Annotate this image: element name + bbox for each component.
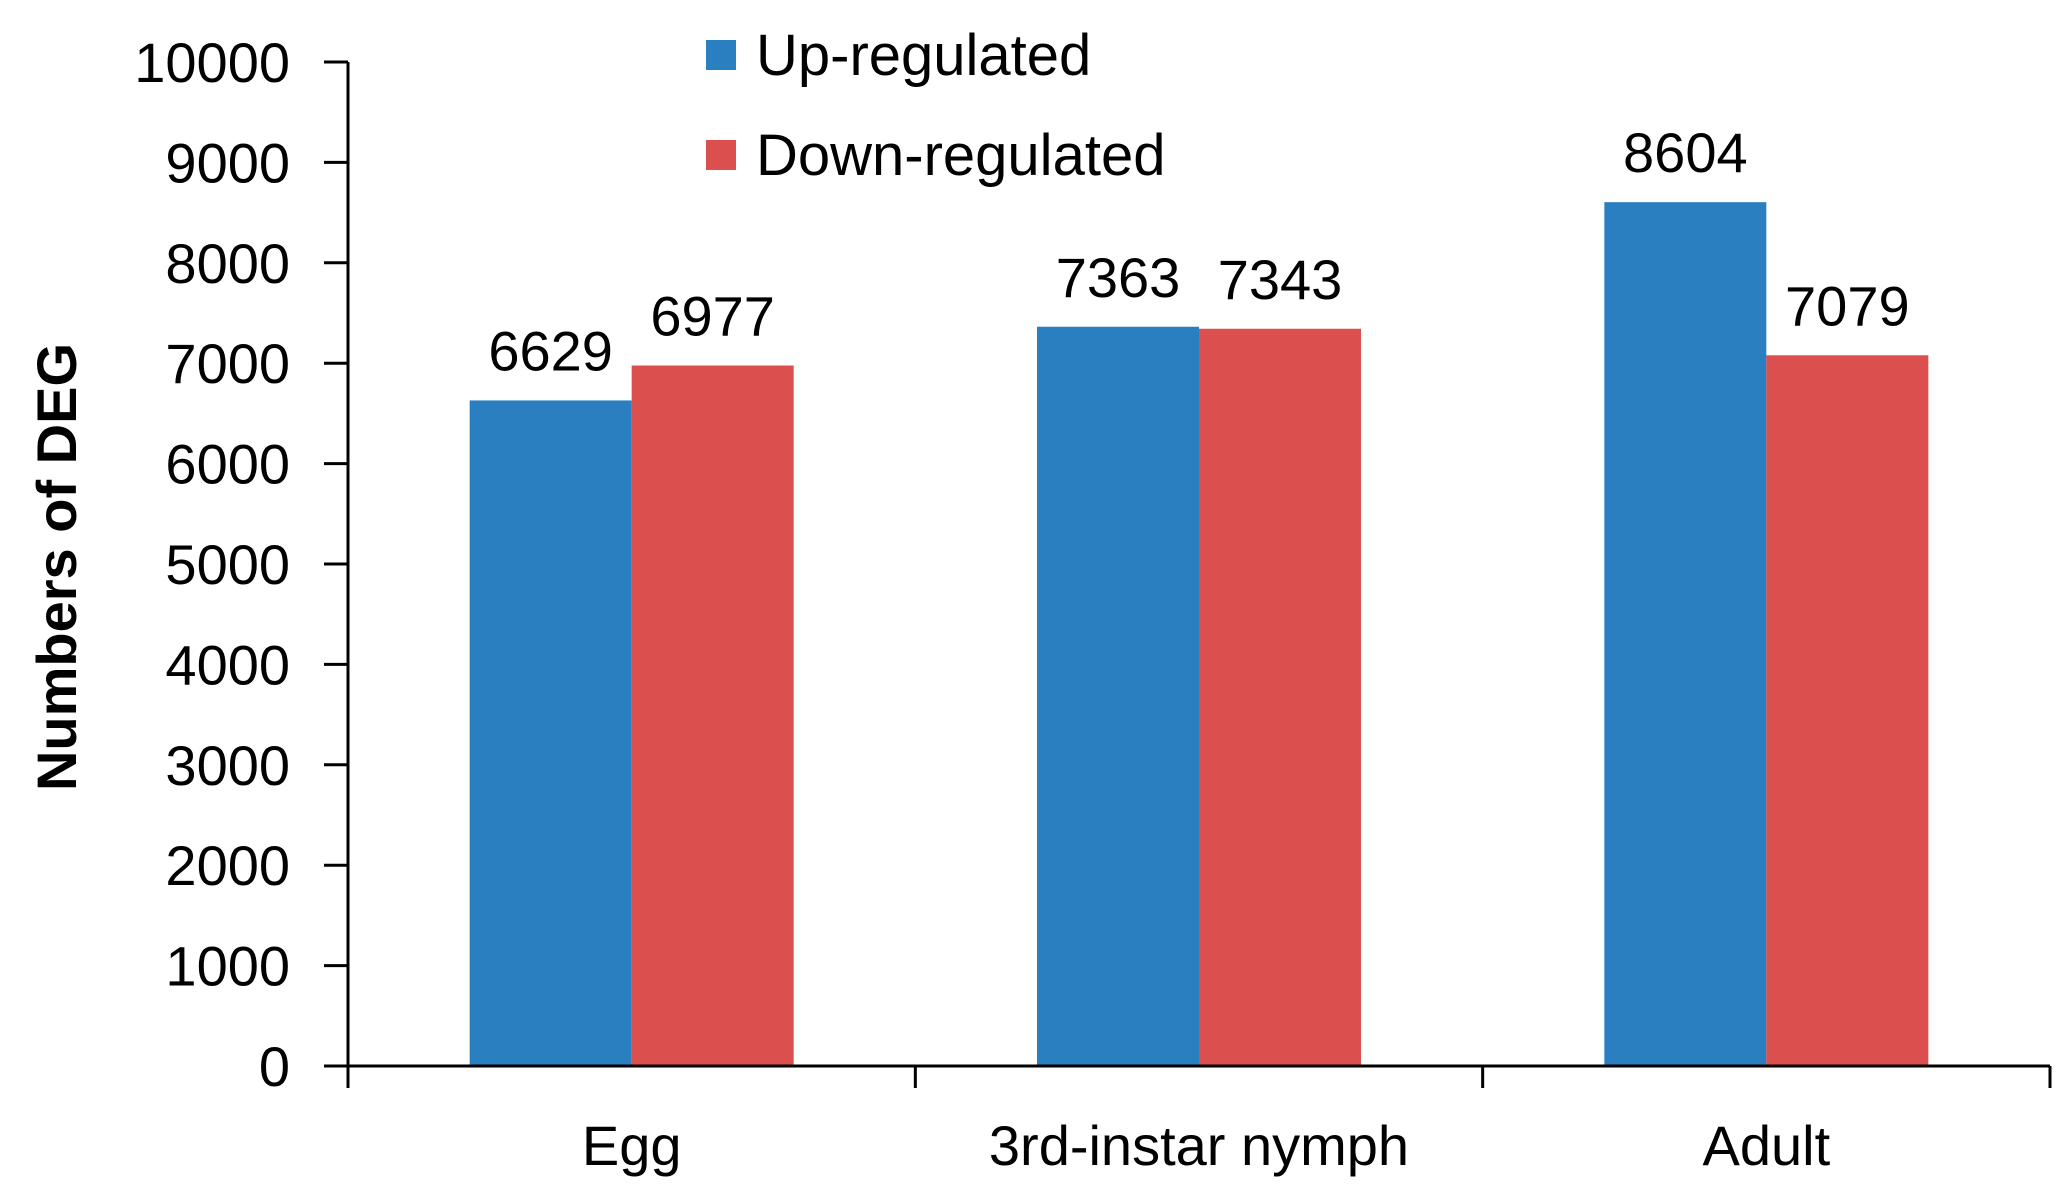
y-tick-label: 3000 — [165, 734, 290, 797]
y-tick-label: 7000 — [165, 332, 290, 395]
x-category-label: 3rd-instar nymph — [989, 1114, 1409, 1177]
y-axis-ticks: 0 1000 2000 3000 4000 5000 6000 7000 8000 9000 100… — [134, 31, 348, 1098]
data-label: 6629 — [488, 319, 613, 382]
x-category-label: Egg — [582, 1114, 682, 1177]
y-tick-label: 8000 — [165, 232, 290, 295]
y-tick-label: 2000 — [165, 834, 290, 897]
y-tick-label: 1000 — [165, 935, 290, 998]
data-labels: 6629 6977 7363 7343 8604 7079 — [488, 121, 1909, 382]
bar-up-regulated — [1604, 202, 1767, 1067]
bar-down-regulated — [1199, 328, 1361, 1066]
data-label: 7079 — [1785, 274, 1910, 337]
legend-label: Up-regulated — [756, 23, 1091, 88]
x-category-label: Adult — [1703, 1114, 1831, 1177]
bar-up-regulated — [1037, 326, 1199, 1067]
y-tick-label: 4000 — [165, 633, 290, 696]
legend: Up-regulated Down-regulated — [706, 23, 1165, 188]
y-tick-label: 5000 — [165, 533, 290, 596]
legend-swatch — [706, 140, 736, 170]
y-tick-label: 0 — [259, 1035, 290, 1098]
legend-label: Down-regulated — [756, 123, 1165, 188]
legend-swatch — [706, 40, 736, 70]
y-tick-label: 9000 — [165, 131, 290, 194]
data-label: 7343 — [1218, 248, 1343, 311]
bars — [469, 202, 1929, 1067]
data-label: 7363 — [1056, 246, 1181, 309]
bar-up-regulated — [469, 400, 632, 1067]
data-label: 8604 — [1623, 121, 1748, 184]
x-axis: Egg 3rd-instar nymph Adult — [346, 1064, 2052, 1177]
y-tick-label: 6000 — [165, 433, 290, 496]
y-tick-label: 10000 — [134, 31, 290, 94]
data-label: 6977 — [650, 285, 775, 348]
bar-down-regulated — [631, 365, 794, 1067]
bar-down-regulated — [1766, 355, 1929, 1066]
y-axis-title: Numbers of DEG — [25, 343, 88, 791]
